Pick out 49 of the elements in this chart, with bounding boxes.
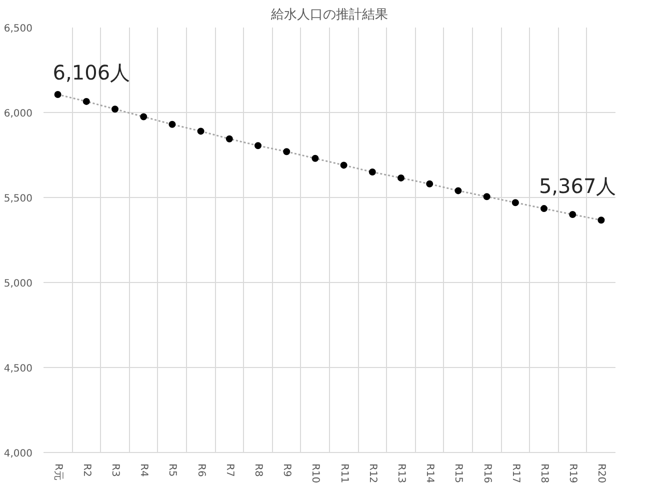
x-tick-label: R6 [195, 464, 206, 477]
point [226, 135, 233, 142]
point [398, 174, 404, 182]
point [112, 106, 118, 113]
point [426, 180, 434, 188]
point [340, 162, 348, 169]
point [197, 128, 204, 135]
y-tick-label: 6,000 [4, 108, 33, 120]
y-tick-label: 5,500 [4, 194, 33, 204]
x-tick-label: R2 [80, 464, 92, 477]
x-tick-label: R17 [510, 464, 521, 484]
point [168, 120, 176, 128]
x-tick-label: R10 [310, 464, 321, 484]
point [598, 216, 605, 224]
point [140, 113, 148, 120]
x-tick-label: R11 [338, 464, 350, 484]
point [82, 98, 90, 105]
annotation: 6,106人 [52, 60, 130, 84]
point [540, 205, 548, 212]
y-tick-label: 4,000 [4, 448, 33, 460]
y-tick-label: 6,500 [4, 24, 33, 34]
chart-title: 給水人口の推計結果 [270, 8, 388, 22]
x-tick-label: R16 [481, 464, 492, 484]
x-tick-label: R20 [596, 464, 607, 484]
x-tick-label: R14 [424, 464, 436, 484]
y-tick-label: 4,500 [4, 364, 33, 374]
x-tick-label: R7 [224, 464, 235, 477]
point [512, 199, 519, 206]
x-tick-label: R15 [452, 464, 464, 484]
point [483, 193, 490, 200]
x-tick-label: R18 [538, 464, 550, 484]
point [283, 148, 290, 156]
x-tick-label: R元 [52, 464, 64, 480]
point [454, 187, 462, 194]
x-tick-label: R13 [396, 464, 406, 484]
y-tick-label: 5,000 [4, 278, 33, 290]
point [54, 90, 62, 98]
point [569, 211, 576, 218]
x-tick-label: R9 [281, 464, 292, 477]
point [254, 142, 262, 150]
x-tick-label: R3 [110, 464, 120, 477]
x-tick-label: R12 [366, 464, 378, 484]
x-tick-label: R19 [567, 464, 578, 484]
point [368, 168, 376, 176]
x-tick-label: R4 [138, 464, 150, 477]
x-tick-label: R8 [252, 464, 264, 477]
annotation: 5,367人 [538, 174, 616, 198]
point [312, 154, 319, 162]
x-tick-label: R5 [166, 464, 178, 477]
